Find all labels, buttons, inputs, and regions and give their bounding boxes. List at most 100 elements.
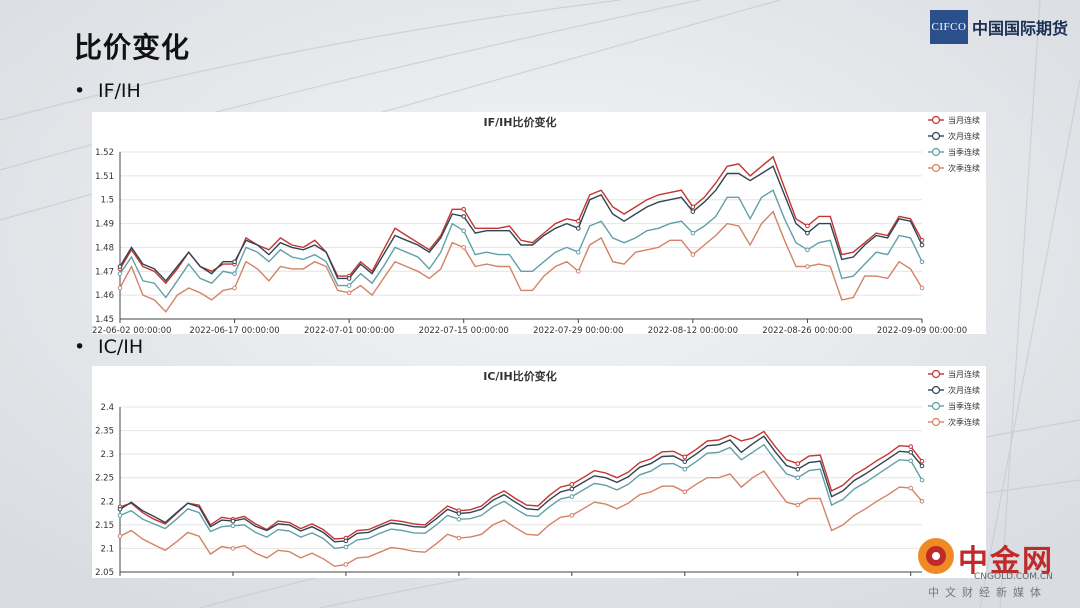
data-point [117, 264, 123, 269]
data-point [805, 230, 810, 236]
y-tick-label: 2.1 [100, 544, 114, 554]
series-line [119, 189, 923, 299]
series-line [119, 435, 923, 543]
data-point [682, 489, 688, 495]
data-point [346, 290, 352, 296]
data-point [346, 283, 352, 288]
data-point [908, 444, 914, 449]
legend-marker [931, 417, 941, 427]
chart-if-ih: IF/IH比价变化 1.45 1.46 1.47 1.48 1.49 1.5 1.51 1.52… [92, 115, 980, 334]
data-point [575, 268, 581, 274]
legend-label: 次季连续 [948, 417, 980, 427]
data-point [795, 461, 801, 466]
data-point [569, 513, 575, 518]
x-tick-label: 2022-07-29 00:00:00 [533, 326, 623, 334]
chart-panel-if-ih: IF/IH比价变化 1.45 1.46 1.47 1.48 1.49 1.5 1.51 1.52… [92, 112, 986, 334]
legend-label: 当月连续 [948, 115, 980, 125]
series-line [119, 443, 923, 550]
x-tick-label: 2022-09-09 00:00:00 [877, 326, 967, 334]
data-point [343, 538, 349, 544]
series-line [119, 470, 923, 568]
x-tick-label: 2022-07-01 00:00:00 [304, 326, 394, 334]
logo-text: 中国国际期货 [971, 19, 1068, 38]
legend-label: 当月连续 [948, 369, 980, 379]
data-point [908, 449, 914, 455]
data-point [919, 498, 925, 504]
y-tick-label: 1.48 [95, 243, 114, 253]
x-tick-label: 2022-08-12 00:00:00 [648, 326, 738, 334]
data-point [461, 245, 467, 250]
watermark-subtitle: 中文财经新媒体 [928, 586, 1047, 599]
y-tick-label: 2.35 [95, 427, 114, 437]
legend-marker [931, 131, 941, 141]
data-point [908, 485, 914, 491]
data-point [456, 511, 462, 516]
data-point [805, 223, 810, 229]
cngold-logo-icon [918, 538, 954, 574]
data-point [456, 516, 462, 522]
bullet-label: IC/IH [98, 336, 144, 358]
data-point [795, 466, 801, 472]
data-point [346, 276, 352, 281]
x-tick-label: 2022-08-26 00:00:00 [762, 326, 852, 334]
watermark-domain: CNGOLD.COM.CN [974, 572, 1053, 582]
legend-marker [931, 163, 941, 173]
data-point [805, 247, 810, 253]
chart-title: IF/IH比价变化 [484, 115, 557, 129]
data-point [343, 562, 349, 567]
y-tick-label: 1.47 [95, 267, 114, 277]
data-point [575, 249, 581, 255]
legend-marker [931, 385, 941, 395]
y-tick-label: 1.46 [95, 291, 114, 301]
y-tick-label: 2.3 [100, 450, 114, 460]
series-line [119, 165, 923, 282]
data-point [908, 458, 914, 464]
bullet-if-ih: • IF/IH [74, 80, 141, 102]
data-point [569, 486, 575, 492]
legend-marker [931, 369, 941, 379]
series-line [119, 430, 923, 540]
y-tick-label: 2.25 [95, 474, 114, 484]
data-point [343, 544, 349, 550]
chart-panel-ic-ih: IC/IH比价变化2.052.12.152.22.252.32.352.422-… [92, 366, 986, 578]
legend-marker [931, 401, 941, 411]
logo-mark: CIFCO [929, 10, 968, 44]
data-point [230, 546, 236, 551]
data-point [795, 502, 801, 508]
data-point [461, 206, 467, 212]
legend-label: 次月连续 [948, 385, 980, 395]
data-point [117, 513, 123, 518]
data-point [682, 466, 688, 472]
y-tick-label: 1.45 [95, 315, 114, 325]
x-tick-label: 2022-06-17 00:00:00 [189, 326, 279, 334]
data-point [117, 507, 123, 512]
bullet-label: IF/IH [98, 80, 141, 102]
legend-marker [931, 115, 941, 125]
slide-title: 比价变化 [74, 31, 191, 64]
data-point [805, 264, 810, 269]
data-point [919, 477, 925, 483]
data-point [690, 209, 696, 214]
x-tick-label: 22-06-02 00:00:00 [92, 326, 171, 334]
data-point [919, 458, 925, 464]
data-point [117, 271, 123, 276]
legend-label: 次月连续 [948, 131, 980, 141]
data-point [919, 285, 925, 291]
watermark-title: 中金网 [958, 544, 1054, 579]
data-point [919, 242, 925, 248]
legend-label: 当季连续 [948, 401, 980, 411]
data-point [461, 228, 467, 234]
data-point [232, 285, 237, 291]
watermark: 中金网 CNGOLD.COM.CN 中文财经新媒体 [916, 534, 1066, 602]
data-point [456, 535, 462, 541]
y-tick-label: 1.5 [100, 196, 114, 206]
data-point [230, 523, 236, 529]
y-tick-label: 2.05 [95, 568, 114, 578]
y-tick-label: 1.51 [95, 172, 114, 182]
data-point [232, 259, 237, 265]
data-point [569, 482, 575, 487]
legend-label: 次季连续 [948, 163, 980, 173]
data-point [690, 252, 696, 257]
data-point [575, 226, 581, 231]
data-point [575, 218, 581, 224]
